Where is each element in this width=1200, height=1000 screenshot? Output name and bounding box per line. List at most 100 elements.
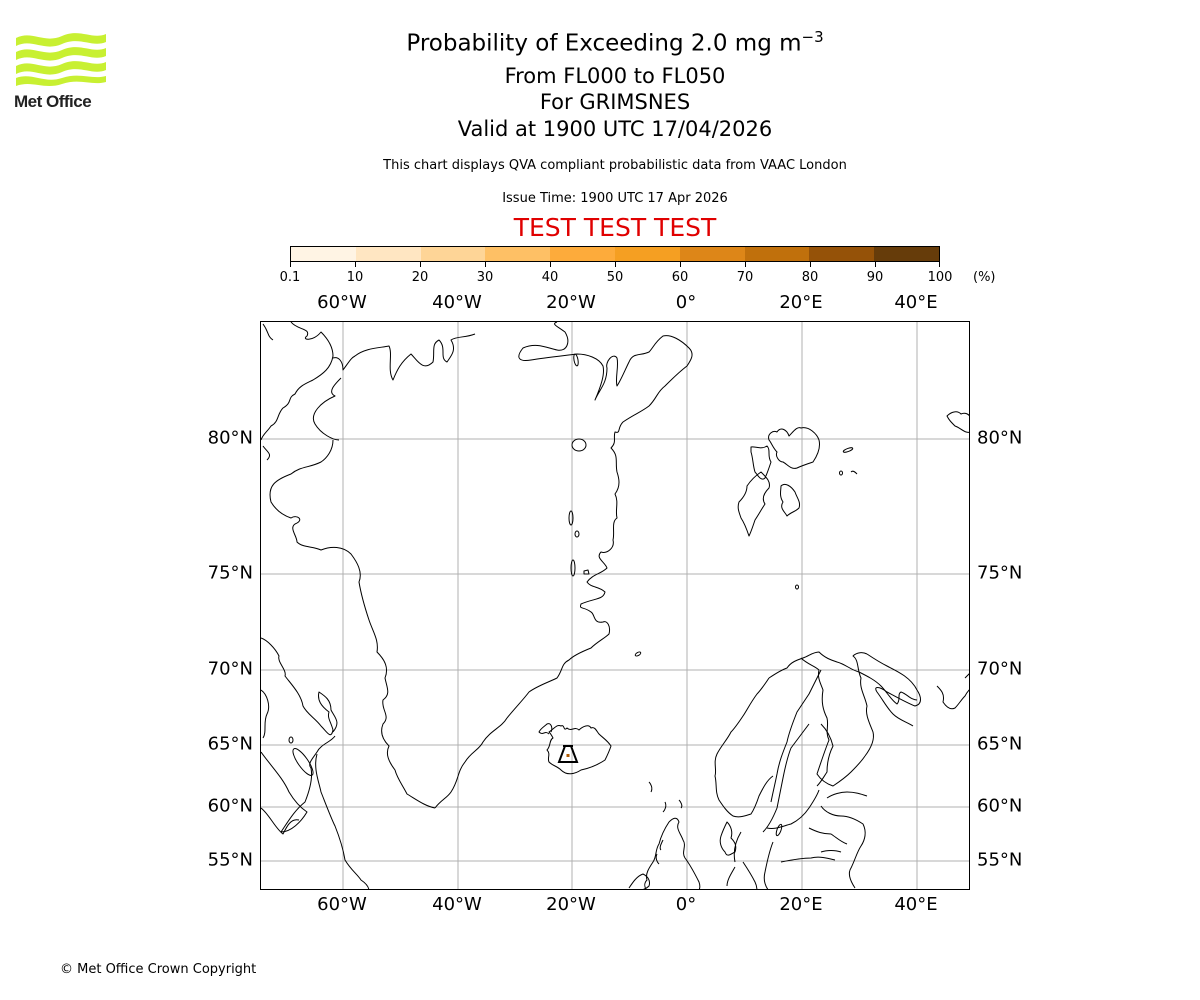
- probability-colorbar: [290, 246, 940, 262]
- lat-label-left: 80°N: [207, 427, 253, 449]
- scandinavia-coast: [714, 651, 918, 818]
- lon-label-top: 20°E: [779, 292, 823, 313]
- colorbar-segment: [485, 247, 551, 261]
- russia-coast: [936, 673, 969, 710]
- colorbar-tick: [615, 262, 616, 267]
- lon-label-top: 20°W: [546, 292, 596, 313]
- met-office-wave-logo-icon: [16, 33, 106, 86]
- lon-label-bottom: 40°W: [432, 894, 482, 915]
- colorbar-segment: [679, 247, 745, 261]
- sweden-finland-border: [800, 657, 866, 787]
- colorbar-label: 50: [606, 270, 624, 285]
- hebrides: [655, 801, 667, 865]
- flight-level-range: From FL000 to FL050: [504, 64, 726, 88]
- colorbar-tick: [550, 262, 551, 267]
- volcano-name: For GRIMSNES: [539, 90, 691, 114]
- colorbar-tick: [420, 262, 421, 267]
- colorbar-label: 70: [736, 270, 754, 285]
- lon-label-bottom: 0°: [675, 894, 697, 915]
- ellesmere-coast: [261, 322, 334, 441]
- colorbar-tick: [875, 262, 876, 267]
- colorbar-label: 0.1: [279, 270, 301, 285]
- gridlines: [261, 322, 969, 889]
- svalbard-coast: [737, 427, 820, 537]
- lon-label-bottom: 20°W: [546, 894, 596, 915]
- norway-sweden-border: [770, 669, 822, 803]
- colorbar-label: 20: [411, 270, 429, 285]
- coastlines: [261, 322, 969, 889]
- lat-label-right: 55°N: [977, 849, 1023, 871]
- greenland-southeast-coast: [434, 322, 693, 809]
- colorbar-label: 30: [476, 270, 494, 285]
- met-office-logo-text: Met Office: [14, 92, 92, 111]
- baffin-south-coast: [261, 689, 270, 739]
- iceland-westfjords: [538, 723, 553, 735]
- iceland-coast: [546, 725, 612, 775]
- test-banner: TEST TEST TEST: [513, 213, 717, 242]
- finland-coast: [852, 652, 874, 757]
- colorbar-label: 40: [541, 270, 559, 285]
- colorbar-segment: [355, 247, 421, 261]
- colorbar-segment: [809, 247, 875, 261]
- lat-label-left: 75°N: [207, 562, 253, 584]
- baltic-coast: [766, 789, 868, 889]
- colorbar-tick: [355, 262, 356, 267]
- chart-description: This chart displays QVA compliant probab…: [383, 158, 847, 173]
- colorbar-unit: (%): [973, 270, 996, 285]
- chart-title-superscript: −3: [801, 28, 824, 46]
- lon-label-bottom: 40°E: [894, 894, 938, 915]
- colorbar-segment: [550, 247, 615, 261]
- lat-label-left: 55°N: [207, 849, 253, 871]
- colorbar-label: 80: [801, 270, 819, 285]
- colorbar-label: 100: [927, 270, 953, 285]
- map-plot-area[interactable]: [260, 321, 970, 890]
- lat-label-right: 65°N: [977, 733, 1023, 755]
- issue-time: Issue Time: 1900 UTC 17 Apr 2026: [502, 191, 728, 206]
- map-canvas: [261, 322, 969, 889]
- central-europe-borders: [733, 827, 848, 889]
- colorbar-tick: [810, 262, 811, 267]
- lat-label-left: 65°N: [207, 733, 253, 755]
- greenland-west-coast: [262, 439, 436, 809]
- colorbar-tick: [485, 262, 486, 267]
- colorbar-segment: [744, 247, 810, 261]
- ireland-coast: [628, 873, 650, 889]
- franz-josef-coast: [946, 411, 969, 433]
- nw-greenland-coast: [313, 333, 476, 441]
- colorbar-tick: [290, 262, 291, 267]
- great-britain-coast: [644, 817, 701, 889]
- colorbar-segment: [291, 247, 356, 261]
- lon-label-top: 0°: [675, 292, 697, 313]
- lon-label-bottom: 20°E: [779, 894, 823, 915]
- lon-label-top: 40°E: [894, 292, 938, 313]
- north-sea-coast: [726, 861, 758, 889]
- volcano-marker-icon: [566, 754, 570, 757]
- colorbar-tick: [745, 262, 746, 267]
- lon-label-top: 40°W: [432, 292, 482, 313]
- denmark-coast: [719, 821, 737, 856]
- met-office-logo: [14, 30, 109, 112]
- colorbar-label: 90: [866, 270, 884, 285]
- colorbar-label: 60: [671, 270, 689, 285]
- gulf-of-bothnia: [762, 723, 834, 833]
- lat-label-left: 60°N: [207, 795, 253, 817]
- lon-label-top: 60°W: [317, 292, 367, 313]
- colorbar-label: 10: [346, 270, 364, 285]
- baffin-island-coast: [261, 637, 338, 736]
- chart-title-main: Probability of Exceeding 2.0 mg m: [406, 30, 802, 57]
- hudson-strait-coast: [261, 807, 300, 835]
- valid-time: Valid at 1900 UTC 17/04/2026: [457, 117, 773, 141]
- lat-label-right: 60°N: [977, 795, 1023, 817]
- colorbar-segment: [614, 247, 680, 261]
- kola-coast: [866, 653, 921, 727]
- copyright-notice: © Met Office Crown Copyright: [60, 962, 257, 977]
- lat-label-right: 70°N: [977, 658, 1023, 680]
- colorbar-tick: [680, 262, 681, 267]
- lat-label-right: 75°N: [977, 562, 1023, 584]
- colorbar-segment: [874, 247, 939, 261]
- lat-label-left: 70°N: [207, 658, 253, 680]
- chart-title: Probability of Exceeding 2.0 mg m−3: [0, 28, 1200, 57]
- lon-label-bottom: 60°W: [317, 894, 367, 915]
- colorbar-tick: [939, 262, 940, 267]
- labrador-coast: [261, 735, 370, 889]
